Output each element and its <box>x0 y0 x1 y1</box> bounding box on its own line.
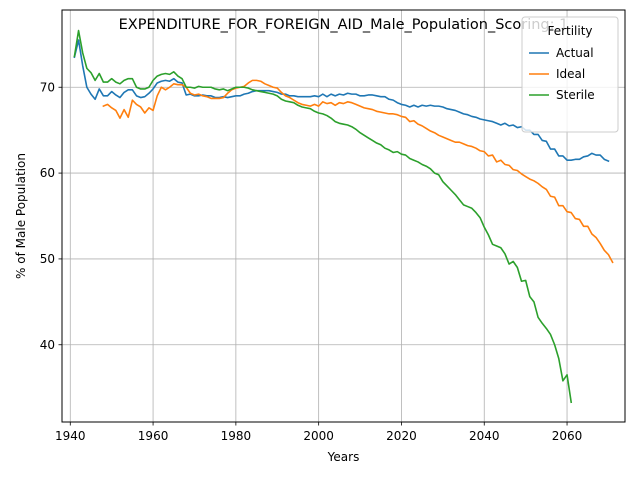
legend-box <box>521 16 619 133</box>
legend-label-sterile: Sterile <box>556 88 595 102</box>
legend-title: Fertility <box>547 24 592 38</box>
legend-label-actual: Actual <box>556 46 594 60</box>
series-line-ideal <box>102 79 614 264</box>
x-axis-label: Years <box>327 450 360 464</box>
series-line-sterile <box>73 29 573 404</box>
y-tick-label: 60 <box>40 166 55 180</box>
y-tick-label: 50 <box>40 252 55 266</box>
legend: Fertility Actual Ideal Sterile <box>521 16 619 133</box>
x-tick-label: 2000 <box>303 429 334 443</box>
series-lines <box>73 29 614 404</box>
x-tick-label: 2020 <box>386 429 417 443</box>
series-line-actual <box>73 39 610 163</box>
legend-label-ideal: Ideal <box>556 67 585 81</box>
legend-entries: Actual Ideal Sterile <box>529 46 595 102</box>
x-tick-label: 2040 <box>469 429 500 443</box>
y-tick-label: 40 <box>40 338 55 352</box>
plot-frame <box>61 9 626 423</box>
chart-title: EXPENDITURE_FOR_FOREIGN_AID_Male_Populat… <box>119 17 569 33</box>
y-tick-label: 70 <box>40 80 55 94</box>
axis-ticks: 1940 1960 1980 2000 2020 2040 2060 40 50 60 70 <box>40 80 583 443</box>
y-axis-label: % of Male Population <box>14 153 28 279</box>
x-tick-label: 1940 <box>55 429 86 443</box>
x-tick-label: 1960 <box>138 429 169 443</box>
x-tick-label: 1980 <box>221 429 252 443</box>
x-tick-label: 2060 <box>552 429 583 443</box>
